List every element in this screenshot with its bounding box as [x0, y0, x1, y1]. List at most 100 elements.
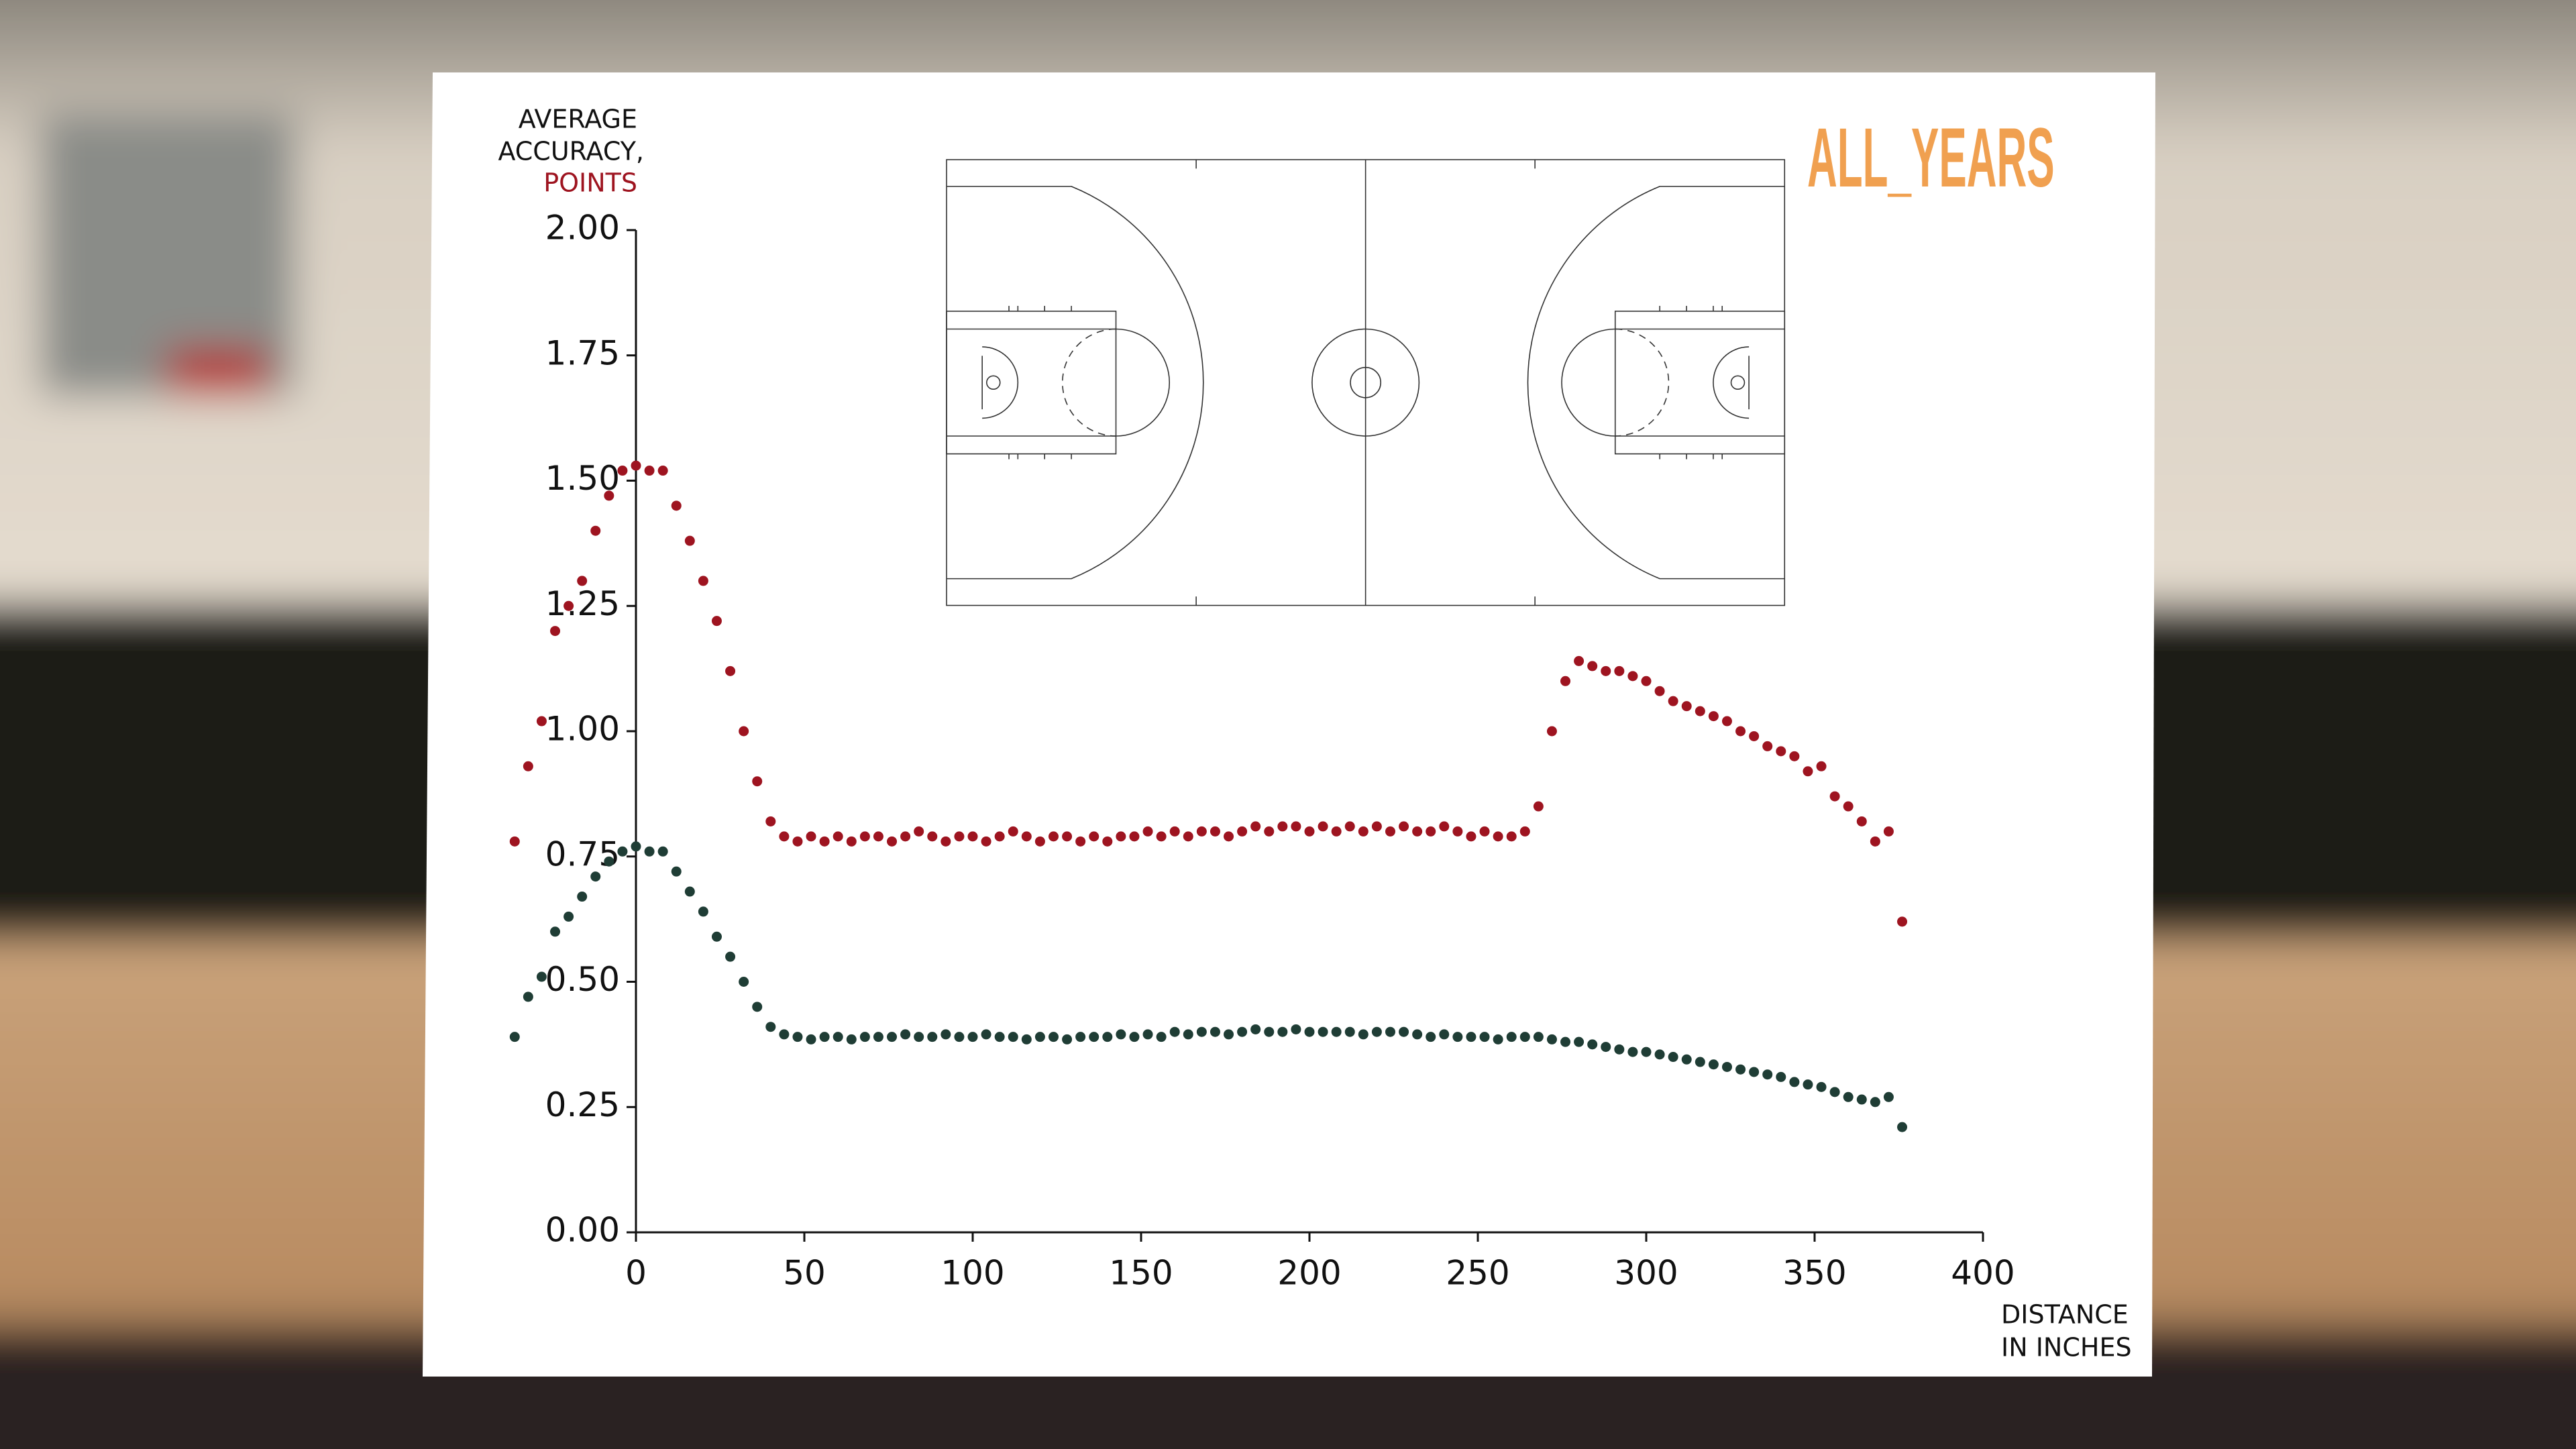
y-tick-label: 0.75	[545, 835, 620, 873]
scatter-point	[1789, 751, 1800, 761]
scatter-point	[752, 776, 763, 787]
scatter-point	[941, 836, 951, 847]
scatter-point	[1129, 1032, 1140, 1042]
scatter-point	[1048, 1032, 1059, 1042]
scatter-point	[779, 831, 790, 842]
scatter-point	[1048, 831, 1059, 842]
scatter-point	[1224, 831, 1234, 842]
scatter-point	[1331, 1026, 1342, 1037]
scatter-point	[1803, 766, 1813, 777]
x-tick-label: 400	[1951, 1254, 2015, 1293]
scatter-point	[779, 1029, 790, 1040]
scatter-point	[1304, 1026, 1315, 1037]
scatter-point	[1264, 826, 1275, 837]
scatter-point	[604, 490, 614, 501]
scatter-point	[752, 1002, 763, 1012]
y-axis-label: ACCURACY,	[498, 137, 644, 166]
scatter-point	[914, 1032, 924, 1042]
scatter-point	[1224, 1029, 1234, 1040]
scatter-point	[657, 466, 668, 476]
scatter-point	[1708, 1059, 1719, 1070]
y-tick-label: 2.00	[545, 209, 620, 248]
scatter-point	[792, 1032, 803, 1042]
x-tick-label: 200	[1277, 1254, 1341, 1293]
scatter-point	[711, 616, 722, 627]
scatter-point	[1371, 821, 1382, 832]
scatter-point	[1331, 826, 1342, 837]
scatter-point	[1587, 661, 1598, 672]
scatter-point	[1708, 711, 1719, 722]
scatter-point	[1870, 836, 1880, 847]
scatter-point	[1426, 1032, 1436, 1042]
scatter-point	[1156, 1032, 1167, 1042]
scatter-point	[1116, 831, 1126, 842]
scatter-point	[1169, 1026, 1180, 1037]
scatter-point	[1277, 1026, 1288, 1037]
y-tick-label: 1.00	[545, 710, 620, 749]
scatter-point	[739, 726, 749, 737]
scatter-point	[536, 971, 547, 982]
scatter-point	[1654, 1049, 1665, 1060]
scatter-point	[1803, 1079, 1813, 1090]
scatter-point	[1426, 826, 1436, 837]
scatter-point	[1695, 1057, 1705, 1067]
scatter-point	[1196, 1026, 1207, 1037]
scatter-point	[1587, 1039, 1598, 1050]
scatter-point	[631, 841, 641, 852]
scatter-point	[873, 1032, 883, 1042]
y-tick-label: 0.00	[545, 1211, 620, 1250]
scatter-point	[887, 836, 898, 847]
scatter-point	[1237, 1026, 1248, 1037]
x-tick-label: 100	[941, 1254, 1004, 1293]
x-tick-label: 300	[1614, 1254, 1678, 1293]
scatter-point	[859, 831, 870, 842]
scatter-point	[1695, 706, 1705, 716]
scatter-point	[1183, 1029, 1193, 1040]
scatter-point	[1156, 831, 1167, 842]
scatter-point	[1479, 826, 1490, 837]
scatter-point	[1762, 741, 1773, 751]
scatter-point	[564, 600, 574, 611]
scatter-point	[954, 1032, 965, 1042]
scatter-point	[981, 1029, 991, 1040]
scatter-point	[1399, 1026, 1409, 1037]
scatter-point	[1654, 686, 1665, 696]
scatter-point	[1466, 831, 1477, 842]
scatter-point	[1318, 1026, 1328, 1037]
scatter-point	[1034, 836, 1045, 847]
y-tick-label: 0.50	[545, 960, 620, 999]
scatter-point	[1493, 1034, 1503, 1044]
scatter-point	[1735, 726, 1746, 737]
x-tick-label: 350	[1782, 1254, 1846, 1293]
scatter-point	[1749, 1067, 1760, 1077]
scatter-point	[1641, 676, 1652, 686]
y-tick-label: 1.25	[545, 584, 620, 623]
scatter-point	[1856, 1094, 1867, 1105]
scatter-point	[1210, 1026, 1220, 1037]
scatter-point	[1668, 696, 1678, 706]
scatter-point	[604, 856, 614, 867]
scatter-point	[1344, 821, 1355, 832]
scatter-point	[1843, 801, 1854, 812]
scatter-point	[1897, 916, 1908, 927]
scatter-point	[1883, 1091, 1894, 1102]
scatter-point	[765, 816, 776, 826]
scatter-point	[1843, 1091, 1854, 1102]
scatter-point	[887, 1032, 898, 1042]
scatter-point	[684, 535, 695, 546]
scatter-point	[1196, 826, 1207, 837]
scatter-point	[1089, 1032, 1099, 1042]
scatter-point	[631, 460, 641, 471]
scatter-point	[617, 846, 628, 857]
scatter-point	[1142, 826, 1153, 837]
scatter-point	[1735, 1064, 1746, 1075]
scatter-point	[1183, 831, 1193, 842]
y-tick-label: 1.75	[545, 333, 620, 372]
scatter-point	[1008, 826, 1018, 837]
scatter-point	[1075, 1032, 1086, 1042]
x-axis-label: IN INCHES	[2001, 1333, 2132, 1362]
scatter-point	[590, 525, 601, 536]
x-tick-label: 150	[1109, 1254, 1173, 1293]
scatter-point	[1385, 1026, 1395, 1037]
